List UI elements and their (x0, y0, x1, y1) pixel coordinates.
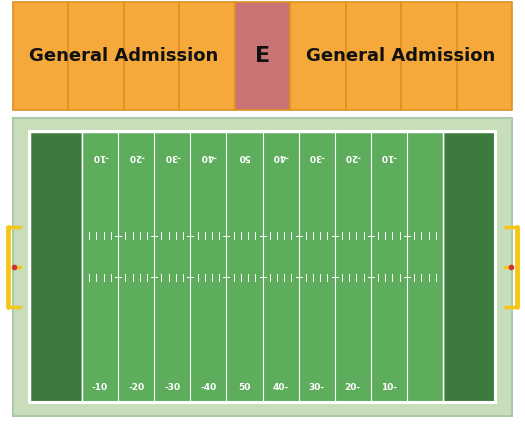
Bar (28, 130, 497, 404)
Text: -10: -10 (381, 152, 397, 161)
Text: -10: -10 (92, 383, 108, 392)
Bar (443, 132, 495, 402)
Bar (68, 2, 124, 110)
Bar (124, 2, 180, 110)
Text: -20: -20 (345, 152, 361, 161)
Text: 10-: 10- (381, 383, 397, 392)
Bar (235, 2, 290, 110)
Bar (457, 2, 512, 110)
Text: -30: -30 (309, 152, 324, 161)
Text: 30-: 30- (309, 383, 324, 392)
Text: -40: -40 (272, 152, 289, 161)
Bar (13, 118, 512, 416)
Text: -30: -30 (164, 152, 180, 161)
Text: -20: -20 (128, 152, 144, 161)
Bar (401, 2, 457, 110)
Bar (345, 2, 401, 110)
Text: 20-: 20- (345, 383, 361, 392)
Text: -30: -30 (164, 383, 180, 392)
Bar (180, 2, 235, 110)
Text: 40-: 40- (272, 383, 289, 392)
Text: 50: 50 (238, 152, 250, 161)
Text: E: E (255, 46, 270, 66)
Text: General Admission: General Admission (307, 47, 496, 65)
Bar (290, 2, 345, 110)
Text: -20: -20 (128, 383, 144, 392)
Bar (13, 2, 68, 110)
Text: 50: 50 (238, 383, 250, 392)
Text: -40: -40 (200, 383, 216, 392)
Bar (30, 132, 495, 402)
Text: General Admission: General Admission (29, 47, 218, 65)
Bar (82, 132, 443, 402)
Text: -10: -10 (92, 152, 108, 161)
Bar (30, 132, 82, 402)
Text: -40: -40 (200, 152, 216, 161)
